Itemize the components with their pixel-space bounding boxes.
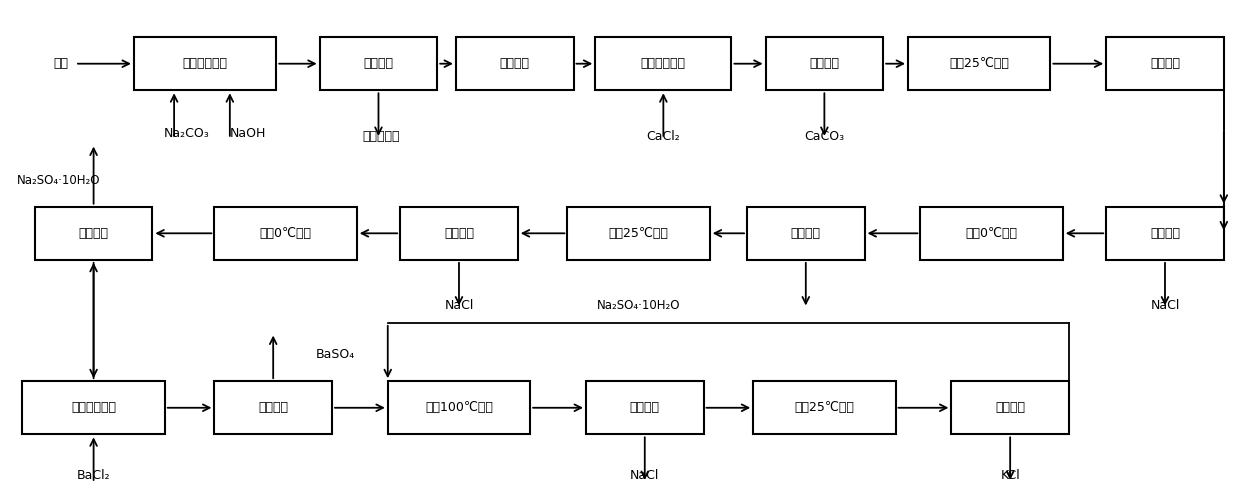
Text: Na₂SO₄·10H₂O: Na₂SO₄·10H₂O [596, 299, 681, 312]
Text: BaCl₂: BaCl₂ [77, 469, 110, 482]
Text: NaCl: NaCl [630, 469, 660, 482]
Text: 母液100℃蒸发: 母液100℃蒸发 [425, 401, 494, 414]
Text: 去硫酸根反应: 去硫酸根反应 [71, 401, 117, 414]
Text: NaOH: NaOH [231, 127, 267, 140]
Text: 苦卤: 苦卤 [53, 57, 68, 70]
Text: 过滤分离: 过滤分离 [78, 227, 109, 240]
Text: 碱式碳酸镁: 碱式碳酸镁 [362, 130, 399, 143]
Text: 过滤分离: 过滤分离 [363, 57, 393, 70]
Text: 过滤分离: 过滤分离 [630, 401, 660, 414]
FancyBboxPatch shape [595, 37, 732, 90]
FancyBboxPatch shape [765, 37, 883, 90]
Text: 母液25℃蒸发: 母液25℃蒸发 [609, 227, 668, 240]
Text: 母液25℃蒸发: 母液25℃蒸发 [950, 57, 1009, 70]
FancyBboxPatch shape [920, 207, 1063, 260]
Text: NaCl: NaCl [444, 299, 474, 312]
FancyBboxPatch shape [456, 37, 574, 90]
Text: NaCl: NaCl [1151, 299, 1179, 312]
FancyBboxPatch shape [134, 37, 277, 90]
FancyBboxPatch shape [35, 207, 153, 260]
Text: Na₂SO₄·10H₂O: Na₂SO₄·10H₂O [17, 174, 100, 187]
Text: KCl: KCl [1001, 469, 1021, 482]
Text: 母液0℃蒸发: 母液0℃蒸发 [966, 227, 1018, 240]
FancyBboxPatch shape [587, 381, 703, 434]
Text: 过滤分离: 过滤分离 [258, 401, 288, 414]
Text: 过滤分离: 过滤分离 [791, 227, 821, 240]
FancyBboxPatch shape [746, 207, 864, 260]
Text: 去镁母液: 去镁母液 [500, 57, 529, 70]
Text: Na₂CO₃: Na₂CO₃ [164, 127, 210, 140]
Text: 过滤分离: 过滤分离 [1149, 227, 1180, 240]
Text: 过滤分离: 过滤分离 [1149, 57, 1180, 70]
Text: 母液0℃蒸发: 母液0℃蒸发 [259, 227, 311, 240]
Text: 母液25℃蒸发: 母液25℃蒸发 [795, 401, 854, 414]
FancyBboxPatch shape [908, 37, 1050, 90]
FancyBboxPatch shape [1106, 37, 1224, 90]
FancyBboxPatch shape [388, 381, 531, 434]
FancyBboxPatch shape [1106, 207, 1224, 260]
FancyBboxPatch shape [401, 207, 518, 260]
Text: 过滤分离: 过滤分离 [810, 57, 839, 70]
FancyBboxPatch shape [22, 381, 165, 434]
Text: CaCl₂: CaCl₂ [646, 130, 681, 143]
Text: 过滤分离: 过滤分离 [444, 227, 474, 240]
Text: 沉淀水热反应: 沉淀水热反应 [182, 57, 228, 70]
FancyBboxPatch shape [951, 381, 1069, 434]
Text: CaCO₃: CaCO₃ [805, 130, 844, 143]
Text: 过滤分离: 过滤分离 [996, 401, 1025, 414]
FancyBboxPatch shape [215, 207, 357, 260]
Text: BaSO₄: BaSO₄ [315, 348, 355, 361]
Text: 去碳酸根反应: 去碳酸根反应 [641, 57, 686, 70]
FancyBboxPatch shape [320, 37, 438, 90]
FancyBboxPatch shape [215, 381, 332, 434]
FancyBboxPatch shape [568, 207, 709, 260]
FancyBboxPatch shape [753, 381, 895, 434]
